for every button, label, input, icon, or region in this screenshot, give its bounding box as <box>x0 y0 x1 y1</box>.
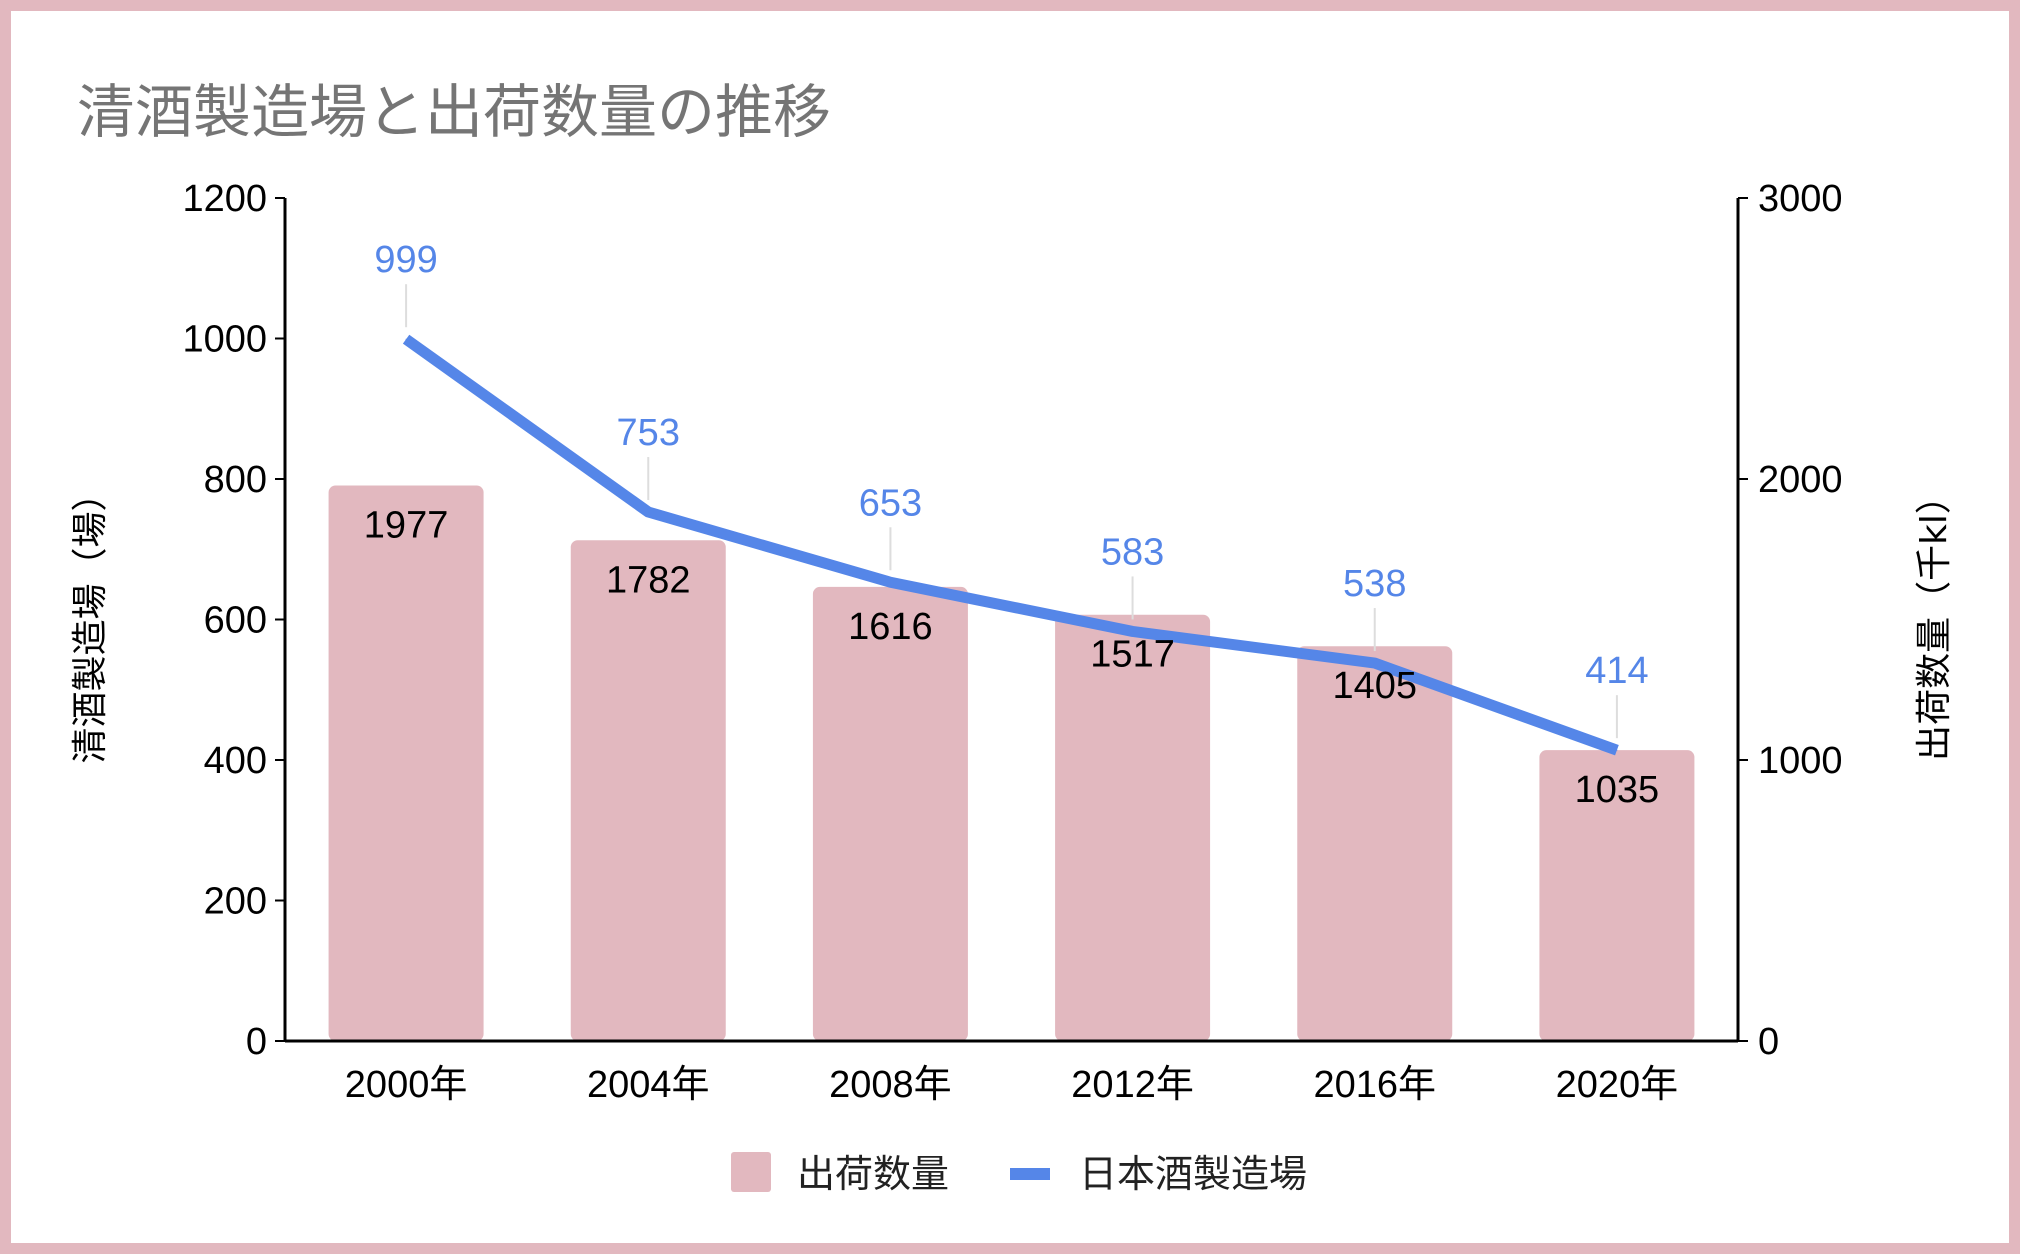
y-left-tick-1: 200 <box>204 881 267 923</box>
chart-panel: 清酒製造場と出荷数量の推移 0 200 400 600 800 1000 1200 0 1000… <box>11 11 2009 1243</box>
line-point-5 <box>1616 749 1618 751</box>
line-data-label-0: 999 <box>374 239 437 281</box>
bar-0 <box>328 485 484 1041</box>
line-data-label-4: 538 <box>1343 563 1406 605</box>
x-tick-4: 2016年 <box>1313 1064 1436 1106</box>
bar-data-label-4: 1405 <box>1332 665 1417 707</box>
bar-4 <box>1297 646 1453 1041</box>
chart-canvas: 清酒製造場と出荷数量の推移 0 200 400 600 800 1000 1200 0 1000… <box>70 78 1955 1196</box>
x-tick-2: 2008年 <box>829 1064 952 1106</box>
bar-2 <box>812 586 968 1041</box>
y-right-tick-3: 3000 <box>1758 178 1843 220</box>
y-left-tick-5: 1000 <box>182 319 267 361</box>
line-series-path <box>402 334 1619 756</box>
bar-data-label-1: 1782 <box>606 559 691 601</box>
bar-data-label-3: 1517 <box>1090 634 1175 676</box>
y-right-tick-2: 2000 <box>1758 459 1843 501</box>
line-point-0 <box>405 338 407 340</box>
line-point-1 <box>647 511 649 513</box>
line-point-4 <box>1374 662 1376 664</box>
legend-label-bar: 出荷数量 <box>797 1152 949 1196</box>
bar-data-label-5: 1035 <box>1575 769 1660 811</box>
bar-1 <box>570 540 726 1041</box>
bar-data-label-0: 1977 <box>364 504 449 546</box>
chart-title: 清酒製造場と出荷数量の推移 <box>77 78 831 146</box>
y-left-tick-6: 1200 <box>182 178 267 220</box>
line-point-2 <box>889 581 891 583</box>
x-tick-3: 2012年 <box>1071 1064 1194 1106</box>
legend-label-line: 日本酒製造場 <box>1079 1152 1307 1196</box>
y-right-tick-1: 1000 <box>1758 740 1843 782</box>
y-left-tick-3: 600 <box>204 600 267 642</box>
legend-swatch-line <box>1010 1168 1050 1180</box>
line-point-3 <box>1132 630 1134 632</box>
legend: 出荷数量 日本酒製造場 <box>731 1152 1307 1196</box>
y-left-tick-4: 800 <box>204 459 267 501</box>
x-tick-0: 2000年 <box>345 1064 468 1106</box>
bar-3 <box>1055 614 1211 1041</box>
y-right-axis-title: 出荷数量（千kl） <box>1914 478 1955 761</box>
y-right-tick-0: 0 <box>1758 1021 1779 1063</box>
y-left-tick-0: 0 <box>246 1021 267 1063</box>
x-tick-5: 2020年 <box>1556 1064 1679 1106</box>
x-tick-1: 2004年 <box>587 1064 710 1106</box>
line-data-label-2: 653 <box>859 482 922 524</box>
line-layer <box>402 334 1619 756</box>
legend-swatch-bar <box>731 1152 771 1192</box>
axes-layer: 0 200 400 600 800 1000 1200 0 1000 2000 3000 2000年 2… <box>70 178 1955 1106</box>
line-data-label-1: 753 <box>617 412 680 454</box>
y-left-tick-2: 400 <box>204 740 267 782</box>
bars-layer <box>328 485 1695 1041</box>
bar-data-label-2: 1616 <box>848 606 933 648</box>
y-left-axis-title: 清酒製造場（場） <box>70 475 111 763</box>
labels-layer: 999 753 653 583 538 414 1977 1782 1616 1517 1405 10… <box>364 239 1659 811</box>
bar-5 <box>1539 750 1695 1041</box>
line-data-label-3: 583 <box>1101 531 1164 573</box>
line-data-label-5: 414 <box>1585 650 1648 692</box>
